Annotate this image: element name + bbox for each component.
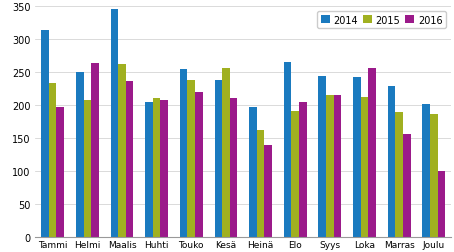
Bar: [230, 99, 237, 237]
Bar: [291, 112, 299, 237]
Bar: [423, 104, 430, 237]
Bar: [126, 82, 133, 237]
Bar: [334, 96, 341, 237]
Bar: [319, 77, 326, 237]
Bar: [145, 102, 153, 237]
Bar: [180, 69, 188, 237]
Bar: [56, 108, 64, 237]
Bar: [249, 108, 257, 237]
Bar: [195, 93, 203, 237]
Bar: [368, 69, 376, 237]
Bar: [188, 81, 195, 237]
Bar: [110, 10, 118, 237]
Bar: [84, 101, 91, 237]
Bar: [76, 73, 84, 237]
Bar: [41, 30, 49, 237]
Bar: [257, 131, 264, 237]
Bar: [430, 114, 438, 237]
Bar: [395, 113, 403, 237]
Bar: [264, 146, 272, 237]
Bar: [388, 86, 395, 237]
Bar: [160, 100, 168, 237]
Bar: [438, 172, 445, 237]
Bar: [284, 63, 291, 237]
Bar: [222, 69, 230, 237]
Bar: [299, 102, 307, 237]
Bar: [118, 65, 126, 237]
Bar: [361, 98, 368, 237]
Bar: [153, 99, 160, 237]
Bar: [353, 78, 361, 237]
Legend: 2014, 2015, 2016: 2014, 2015, 2016: [317, 12, 446, 29]
Bar: [326, 96, 334, 237]
Bar: [403, 134, 411, 237]
Bar: [215, 81, 222, 237]
Bar: [49, 83, 56, 237]
Bar: [91, 64, 99, 237]
